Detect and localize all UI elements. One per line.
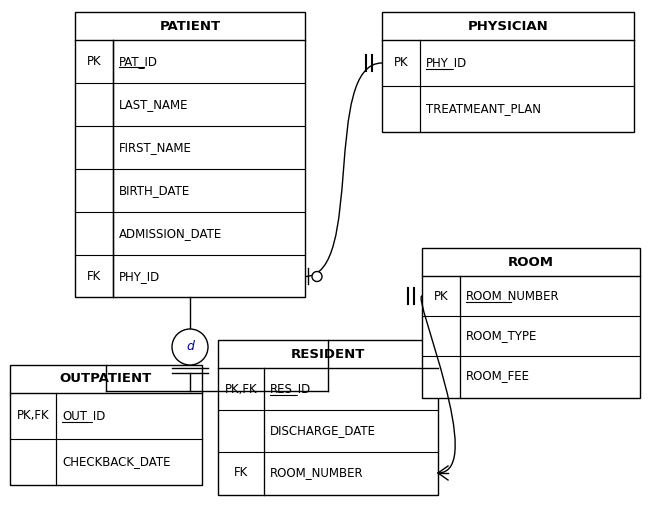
Text: PHYSICIAN: PHYSICIAN	[467, 19, 548, 33]
Bar	[382, 12, 634, 132]
Text: d: d	[186, 340, 194, 354]
Text: PK,FK: PK,FK	[17, 409, 49, 423]
Bar	[422, 248, 640, 398]
Text: FK: FK	[234, 467, 248, 479]
Text: FK: FK	[87, 270, 101, 283]
Text: ROOM_TYPE: ROOM_TYPE	[466, 330, 537, 342]
Bar	[218, 340, 438, 495]
Text: DISCHARGE_DATE: DISCHARGE_DATE	[270, 425, 376, 437]
Circle shape	[172, 329, 208, 365]
Text: PK: PK	[87, 55, 102, 68]
Text: PK,FK: PK,FK	[225, 383, 257, 396]
Circle shape	[312, 271, 322, 282]
Text: BIRTH_DATE: BIRTH_DATE	[119, 184, 190, 197]
Text: ROOM_NUMBER: ROOM_NUMBER	[466, 290, 560, 303]
Text: TREATMEANT_PLAN: TREATMEANT_PLAN	[426, 103, 541, 115]
Text: OUTPATIENT: OUTPATIENT	[60, 373, 152, 385]
Text: PATIENT: PATIENT	[159, 19, 221, 33]
Text: ADMISSION_DATE: ADMISSION_DATE	[119, 227, 222, 240]
Bar	[75, 12, 305, 297]
Text: PHY_ID: PHY_ID	[119, 270, 160, 283]
Text: PK: PK	[434, 290, 449, 303]
Text: PAT_ID: PAT_ID	[119, 55, 158, 68]
Text: CHECKBACK_DATE: CHECKBACK_DATE	[62, 455, 171, 469]
Bar	[10, 365, 202, 485]
Text: RESIDENT: RESIDENT	[291, 347, 365, 360]
Text: PHY_ID: PHY_ID	[426, 57, 467, 69]
Text: ROOM_FEE: ROOM_FEE	[466, 369, 530, 383]
Text: ROOM: ROOM	[508, 256, 554, 268]
Text: ROOM_NUMBER: ROOM_NUMBER	[270, 467, 364, 479]
Text: LAST_NAME: LAST_NAME	[119, 98, 189, 111]
Text: PK: PK	[394, 57, 408, 69]
Text: RES_ID: RES_ID	[270, 383, 311, 396]
Text: OUT_ID: OUT_ID	[62, 409, 105, 423]
Text: FIRST_NAME: FIRST_NAME	[119, 141, 192, 154]
